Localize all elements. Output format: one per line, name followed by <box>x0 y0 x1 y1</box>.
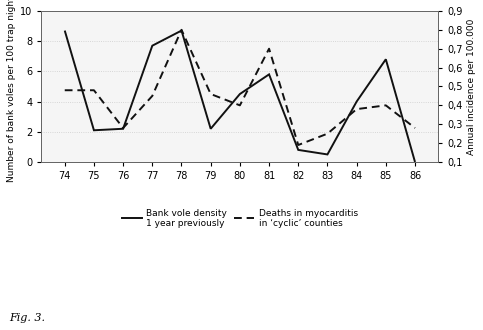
Legend: Bank vole density
1 year previously, Deaths in myocarditis
in ‘cyclic’ counties: Bank vole density 1 year previously, Dea… <box>122 209 358 228</box>
Y-axis label: Number of bank voles per 100 trap nights: Number of bank voles per 100 trap nights <box>7 0 16 182</box>
Y-axis label: Annual incidence per 100.000: Annual incidence per 100.000 <box>467 18 476 155</box>
Text: Fig. 3.: Fig. 3. <box>10 314 46 323</box>
